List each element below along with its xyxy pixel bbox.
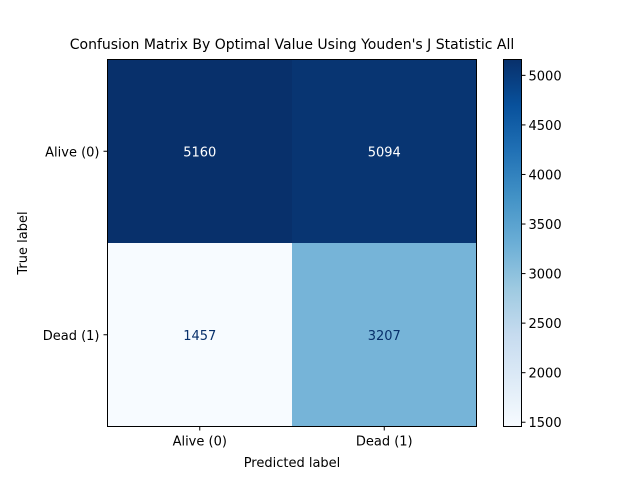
colorbar-tick-label: 4000 — [529, 168, 562, 183]
colorbar-tick-label: 2500 — [529, 317, 562, 332]
y-axis-label: True label — [16, 211, 31, 275]
y-axis: Alive (0) Dead (1) — [43, 145, 108, 344]
heatmap-cell — [292, 59, 477, 243]
heatmap-cell — [107, 243, 292, 427]
cell-value-label: 5160 — [183, 145, 216, 160]
heatmap-cell — [292, 243, 477, 427]
cell-value-label: 3207 — [368, 329, 401, 344]
y-tick-label: Dead (1) — [43, 329, 100, 344]
y-tick-label: Alive (0) — [45, 145, 99, 160]
x-axis: Alive (0) Dead (1) — [173, 426, 413, 450]
cell-value-label: 1457 — [183, 329, 216, 344]
cell-value-labels: 5160 5094 1457 3207 — [183, 145, 401, 344]
plot-frame — [107, 59, 477, 427]
colorbar-tick-label: 3500 — [529, 218, 562, 233]
cell-value-label: 5094 — [368, 145, 401, 160]
colorbar-tick-label: 2000 — [529, 367, 562, 382]
colorbar-ticks: 1500 2000 2500 3000 3500 4000 4500 5000 — [521, 69, 562, 431]
colorbar-tick-label: 1500 — [529, 416, 562, 431]
colorbar-tick-label: 5000 — [529, 69, 562, 84]
x-tick-label: Alive (0) — [173, 435, 227, 450]
heatmap-cells — [107, 59, 477, 427]
colorbar-tick-label: 3000 — [529, 268, 562, 283]
chart-title: Confusion Matrix By Optimal Value Using … — [70, 37, 515, 53]
colorbar-tick-label: 4500 — [529, 119, 562, 134]
x-axis-label: Predicted label — [244, 456, 341, 471]
x-tick-label: Dead (1) — [356, 435, 413, 450]
colorbar — [503, 59, 522, 427]
heatmap-cell — [107, 59, 292, 243]
